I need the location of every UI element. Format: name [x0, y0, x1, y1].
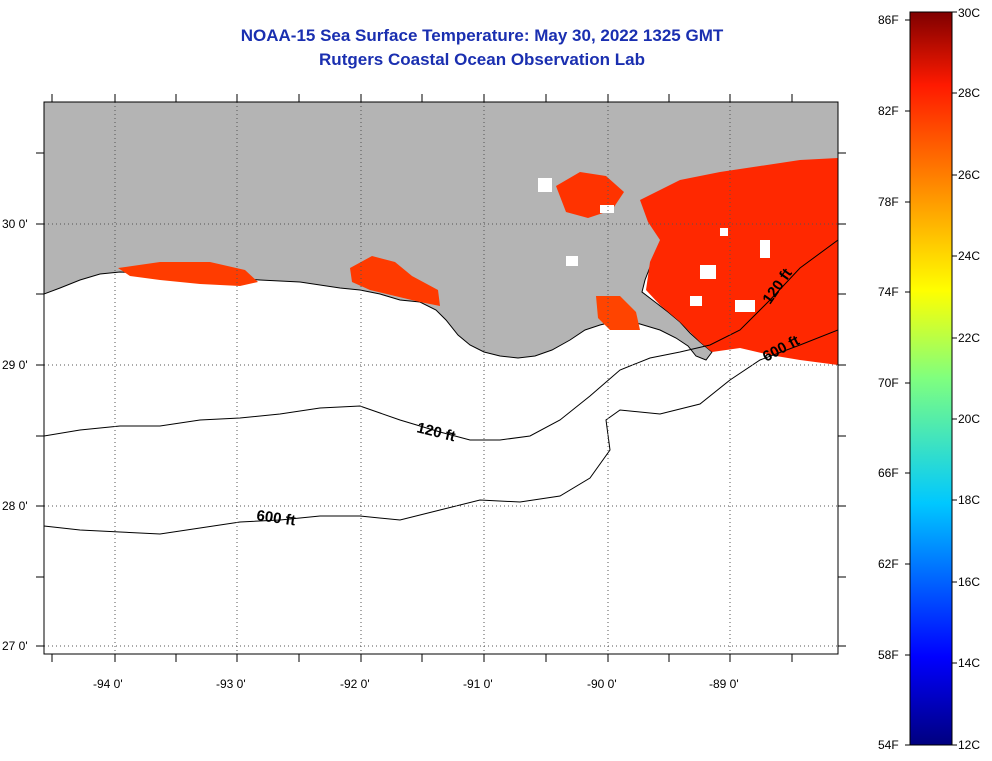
- colorbar-c-label: 16C: [958, 575, 980, 589]
- sst-patch-east: [640, 158, 838, 365]
- colorbar-f-label: 54F: [878, 738, 899, 752]
- sst-patch-central: [350, 256, 440, 306]
- colorbar-c-label: 22C: [958, 331, 980, 345]
- colorbar-f-label: 78F: [878, 195, 899, 209]
- colorbar-ticks: [905, 11, 957, 746]
- axis-ticks: [36, 94, 846, 662]
- colorbar-f-label: 62F: [878, 557, 899, 571]
- contour-600ft: [44, 329, 838, 535]
- lat-label-29: 29 0': [2, 358, 28, 372]
- contour-label-600ft-west: 600 ft: [255, 507, 296, 529]
- lon-label-91: -91 0': [463, 677, 493, 691]
- sst-patch-west: [118, 262, 258, 286]
- lon-label-94: -94 0': [93, 677, 123, 691]
- colorbar-f-label: 74F: [878, 285, 899, 299]
- colorbar-f-label: 82F: [878, 104, 899, 118]
- map-subtitle: Rutgers Coastal Ocean Observation Lab: [319, 50, 645, 69]
- colorbar-c-label: 14C: [958, 656, 980, 670]
- lat-label-27: 27 0': [2, 639, 28, 653]
- colorbar-c-label: 26C: [958, 168, 980, 182]
- colorbar-c-label: 28C: [958, 86, 980, 100]
- colorbar-c-label: 20C: [958, 412, 980, 426]
- lon-label-90: -90 0': [587, 677, 617, 691]
- colorbar-c-label: 12C: [958, 738, 980, 752]
- colorbar-f-label: 86F: [878, 13, 899, 27]
- lon-label-89: -89 0': [709, 677, 739, 691]
- colorbar: [909, 11, 953, 746]
- sst-patch-delta: [596, 296, 640, 330]
- colorbar-f-label: 58F: [878, 648, 899, 662]
- colorbar-c-label: 24C: [958, 249, 980, 263]
- colorbar-f-label: 70F: [878, 376, 899, 390]
- lat-label-30: 30 0': [2, 217, 28, 231]
- contour-120ft: [44, 239, 838, 441]
- colorbar-c-label: 18C: [958, 493, 980, 507]
- lat-label-28: 28 0': [2, 499, 28, 513]
- map-frame: [43, 101, 839, 655]
- colorbar-f-label: 66F: [878, 466, 899, 480]
- cloud-mask: [538, 178, 770, 312]
- lon-label-92: -92 0': [340, 677, 370, 691]
- lat-lon-grid: [44, 102, 838, 654]
- map-title: NOAA-15 Sea Surface Temperature: May 30,…: [240, 26, 724, 45]
- lon-label-93: -93 0': [216, 677, 246, 691]
- colorbar-c-label: 30C: [958, 6, 980, 20]
